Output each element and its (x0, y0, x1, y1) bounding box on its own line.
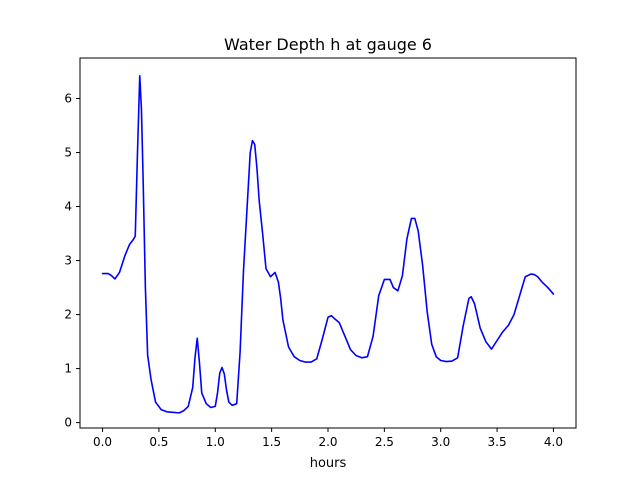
x-tick-label: 0.0 (93, 435, 112, 449)
y-tick-label: 4 (64, 200, 72, 214)
y-tick-label: 6 (64, 92, 72, 106)
y-tick-label: 0 (64, 416, 72, 430)
x-axis: 0.0 0.5 1.0 1.5 2.0 2.5 3.0 3.5 4.0 (93, 428, 563, 449)
x-tick-label: 1.5 (262, 435, 281, 449)
chart-title: Water Depth h at gauge 6 (224, 35, 432, 54)
x-tick-label: 3.5 (488, 435, 507, 449)
x-axis-label: hours (310, 456, 347, 471)
x-tick-label: 2.5 (375, 435, 394, 449)
y-tick-label: 3 (64, 254, 72, 268)
x-tick-label: 3.0 (431, 435, 450, 449)
axes-frame (79, 57, 577, 429)
x-tick-label: 0.5 (149, 435, 168, 449)
series-line-0 (101, 75, 555, 414)
y-axis: 0 1 2 3 4 5 6 (64, 92, 80, 430)
y-tick-label: 5 (64, 146, 72, 160)
plot-area (101, 75, 555, 414)
y-tick-label: 1 (64, 362, 72, 376)
x-tick-label: 2.0 (318, 435, 337, 449)
y-tick-label: 2 (64, 308, 72, 322)
x-tick-label: 4.0 (544, 435, 563, 449)
x-tick-label: 1.0 (206, 435, 225, 449)
